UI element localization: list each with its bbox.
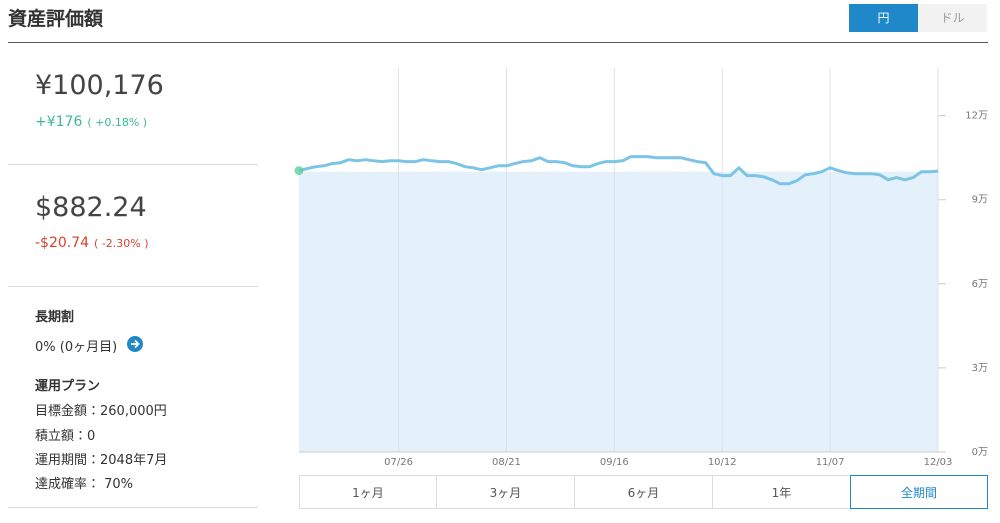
start-point <box>294 166 304 176</box>
header-rule <box>8 42 988 43</box>
separator <box>8 286 258 287</box>
x-tick-label: 08/21 <box>492 457 521 468</box>
x-tick-label: 09/16 <box>600 457 629 468</box>
jpy-change: +¥176 ( +0.18% ) <box>35 114 147 130</box>
currency-toggle[interactable]: 円 <box>849 4 918 32</box>
range-button[interactable]: 1年 <box>712 475 851 509</box>
range-button[interactable]: 1ヶ月 <box>299 475 437 509</box>
range-button[interactable]: 6ヶ月 <box>574 475 713 509</box>
arrow-button[interactable] <box>126 335 144 353</box>
change-percent: ( +0.18% ) <box>87 116 148 129</box>
discount-title: 長期割 <box>35 310 75 325</box>
plan-title: 運用プラン <box>35 379 101 394</box>
x-tick-label: 11/07 <box>816 457 845 468</box>
y-tick-label: 12万 <box>965 111 988 122</box>
plan-item: 積立額：0 <box>35 429 96 444</box>
baseline-area <box>299 171 938 453</box>
discount-value: 0% (0ヶ月目) <box>35 340 118 355</box>
x-tick-label: 10/12 <box>708 457 737 468</box>
y-tick-label: 0万 <box>972 447 988 458</box>
plan-item: 運用期間：2048年7月 <box>35 453 168 468</box>
usd-change: -$20.74 ( -2.30% ) <box>35 235 149 251</box>
x-tick-label: 12/03 <box>924 457 953 468</box>
separator <box>8 164 258 165</box>
currency-toggle[interactable]: ドル <box>918 4 987 32</box>
plan-item: 達成確率： 70% <box>35 477 134 492</box>
page-title: 資産評価額 <box>8 8 104 30</box>
change-percent: ( -2.30% ) <box>94 237 149 250</box>
separator <box>8 507 258 508</box>
change-value: +¥176 <box>35 114 83 130</box>
change-value: -$20.74 <box>35 235 90 251</box>
usd-amount: $882.24 <box>35 192 147 223</box>
y-tick-label: 3万 <box>972 363 988 374</box>
plan-item: 目標金額：260,000円 <box>35 404 167 419</box>
y-tick-label: 6万 <box>972 279 988 290</box>
range-button[interactable]: 3ヶ月 <box>436 475 575 509</box>
y-tick-label: 9万 <box>972 195 988 206</box>
x-tick-label: 07/26 <box>384 457 413 468</box>
range-button[interactable]: 全期間 <box>850 475 988 509</box>
line <box>298 155 939 186</box>
chart: 0万 3万 6万 9万 12万 07/26 08/21 09/16 10/12 11/07 12/0… <box>294 68 988 468</box>
jpy-amount: ¥100,176 <box>35 70 164 101</box>
